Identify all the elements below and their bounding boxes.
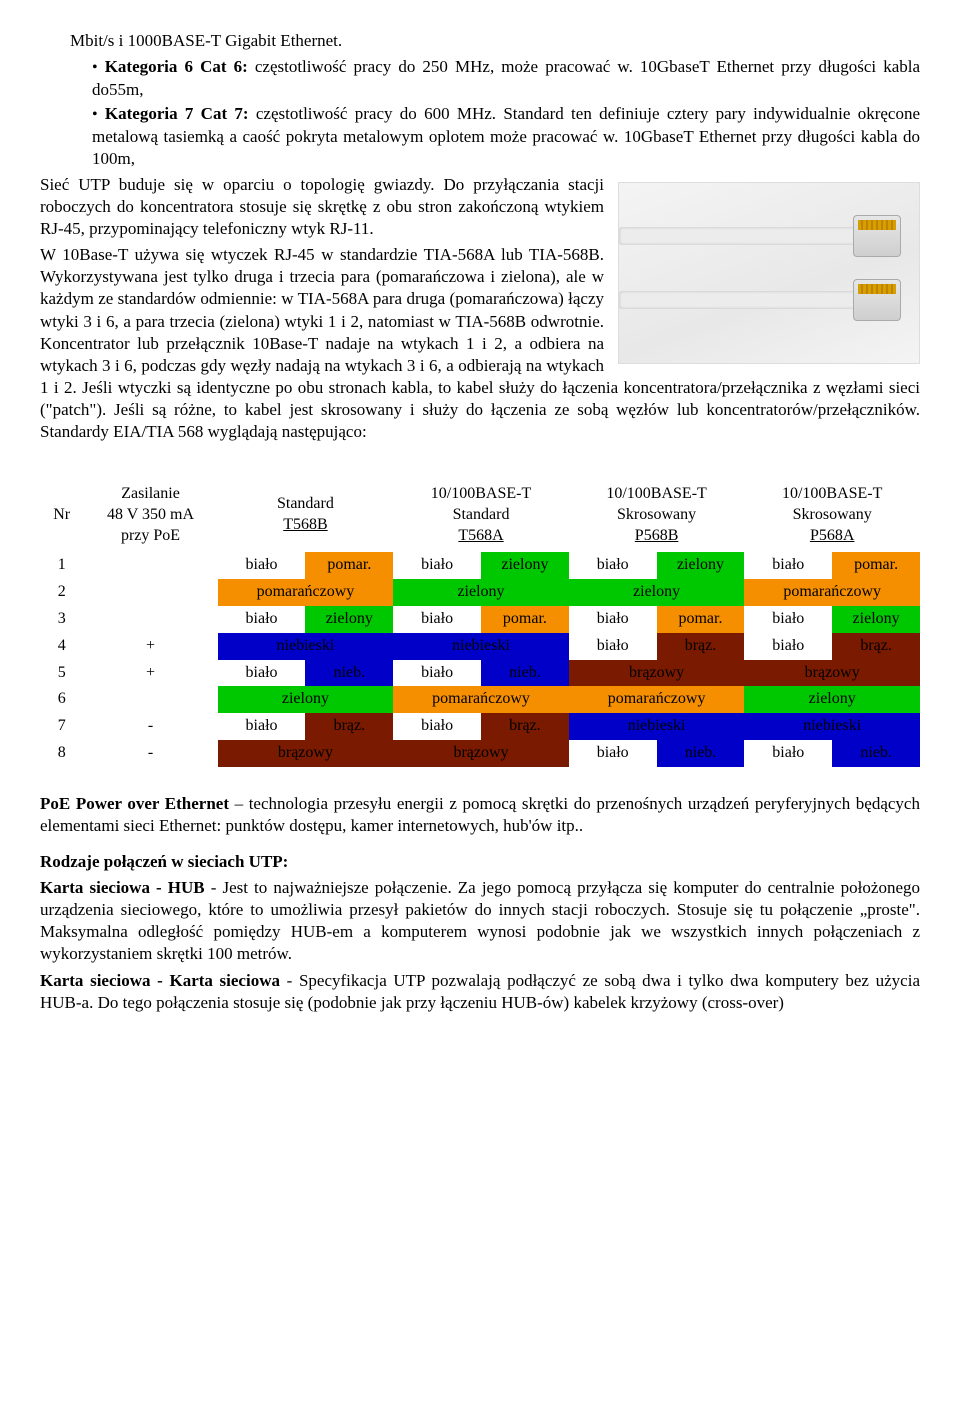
cell-color: pomarańczowy — [569, 686, 745, 713]
cell-color: białonieb. — [393, 660, 569, 687]
th-p568b-l2: Skrosowany — [617, 506, 696, 523]
connections-title-text: Rodzaje połączeń w sieciach UTP: — [40, 852, 288, 871]
cat7-label: Kategoria 7 Cat 7: — [105, 104, 249, 123]
th-t568a-l2: Standard — [453, 506, 510, 523]
th-p568b: 10/100BASE-T Skrosowany P568B — [569, 481, 745, 552]
cell-nr: 5 — [40, 660, 83, 687]
cell-color: niebieski — [569, 713, 745, 740]
cell-poe — [83, 552, 217, 579]
table-row: 4+niebieskiniebieskibiałobrąz.białobrąz. — [40, 633, 920, 660]
cell-color: białozielony — [393, 552, 569, 579]
th-p568b-l1: 10/100BASE-T — [606, 485, 706, 502]
poe-paragraph: PoE Power over Ethernet – technologia pr… — [40, 793, 920, 837]
poe-bold: PoE Power over Ethernet — [40, 794, 229, 813]
table-header-row: Nr Zasilanie 48 V 350 mA przy PoE Standa… — [40, 481, 920, 552]
th-poe: Zasilanie 48 V 350 mA przy PoE — [83, 481, 217, 552]
th-poe-l1: Zasilanie — [121, 485, 180, 502]
cell-color: pomarańczowy — [218, 579, 394, 606]
cell-color: białopomar. — [218, 552, 394, 579]
cell-nr: 2 — [40, 579, 83, 606]
cell-color: niebieski — [393, 633, 569, 660]
cell-nr: 6 — [40, 686, 83, 713]
cell-poe: + — [83, 660, 217, 687]
intro-line0: Mbit/s i 1000BASE-T Gigabit Ethernet. — [40, 30, 920, 52]
wiring-table: Nr Zasilanie 48 V 350 mA przy PoE Standa… — [40, 481, 920, 767]
cell-color: zielony — [744, 686, 920, 713]
th-t568b-l2: T568B — [283, 516, 327, 533]
cell-poe — [83, 579, 217, 606]
table-row: 6zielonypomarańczowypomarańczowyzielony — [40, 686, 920, 713]
cell-color: białozielony — [569, 552, 745, 579]
cell-nr: 1 — [40, 552, 83, 579]
cell-color: zielony — [569, 579, 745, 606]
cell-color: białobrąz. — [218, 713, 394, 740]
cell-nr: 4 — [40, 633, 83, 660]
table-row: 2pomarańczowyzielonyzielonypomarańczowy — [40, 579, 920, 606]
cell-color: niebieski — [218, 633, 394, 660]
th-p568a: 10/100BASE-T Skrosowany P568A — [744, 481, 920, 552]
cell-poe: + — [83, 633, 217, 660]
cat6-label: Kategoria 6 Cat 6: — [105, 57, 248, 76]
cell-color: białopomar. — [569, 606, 745, 633]
cat7-item: Kategoria 7 Cat 7: częstotliwość pracy d… — [40, 103, 920, 170]
cell-color: białonieb. — [218, 660, 394, 687]
cell-color: białopomar. — [744, 552, 920, 579]
th-t568a-l1: 10/100BASE-T — [431, 485, 531, 502]
cell-nr: 8 — [40, 740, 83, 767]
cell-color: zielony — [218, 686, 394, 713]
cell-color: pomarańczowy — [393, 686, 569, 713]
para1-text: Sieć UTP buduje się w oparciu o topologi… — [40, 175, 604, 238]
cell-color: białopomar. — [393, 606, 569, 633]
rj45-image — [618, 182, 920, 364]
th-t568b-l1: Standard — [277, 495, 334, 512]
th-p568a-l3: P568A — [810, 527, 854, 544]
cell-color: brązowy — [744, 660, 920, 687]
th-t568a: 10/100BASE-T Standard T568A — [393, 481, 569, 552]
table-row: 1białopomar.białozielonybiałozielonybiał… — [40, 552, 920, 579]
th-p568a-l1: 10/100BASE-T — [782, 485, 882, 502]
th-t568b: Standard T568B — [218, 481, 394, 552]
cell-color: białozielony — [744, 606, 920, 633]
cell-poe: - — [83, 713, 217, 740]
nic-bold: Karta sieciowa - Karta sieciowa — [40, 971, 280, 990]
th-t568a-l3: T568A — [458, 527, 503, 544]
cell-color: zielony — [393, 579, 569, 606]
cell-color: białobrąz. — [569, 633, 745, 660]
category-list: Kategoria 6 Cat 6: częstotliwość pracy d… — [40, 56, 920, 170]
th-poe-l3: przy PoE — [121, 527, 180, 544]
cell-color: białozielony — [218, 606, 394, 633]
cell-color: brązowy — [569, 660, 745, 687]
th-nr: Nr — [40, 481, 83, 552]
table-row: 7-białobrąz.białobrąz.niebieskiniebieski — [40, 713, 920, 740]
cell-color: pomarańczowy — [744, 579, 920, 606]
table-row: 8-brązowybrązowybiałonieb.białonieb. — [40, 740, 920, 767]
cell-nr: 7 — [40, 713, 83, 740]
cell-color: białonieb. — [744, 740, 920, 767]
th-p568b-l3: P568B — [635, 527, 679, 544]
hub-bold: Karta sieciowa - HUB — [40, 878, 205, 897]
cell-poe: - — [83, 740, 217, 767]
cell-color: białobrąz. — [393, 713, 569, 740]
table-row: 5+białonieb.białonieb.brązowybrązowy — [40, 660, 920, 687]
hub-paragraph: Karta sieciowa - HUB - Jest to najważnie… — [40, 877, 920, 965]
connections-title: Rodzaje połączeń w sieciach UTP: — [40, 851, 920, 873]
table-row: 3białozielonybiałopomar.białopomar.biało… — [40, 606, 920, 633]
th-poe-l2: 48 V 350 mA — [107, 506, 194, 523]
cell-poe — [83, 686, 217, 713]
cell-color: brązowy — [393, 740, 569, 767]
cell-color: brązowy — [218, 740, 394, 767]
cat6-item: Kategoria 6 Cat 6: częstotliwość pracy d… — [40, 56, 920, 101]
nic-paragraph: Karta sieciowa - Karta sieciowa - Specyf… — [40, 970, 920, 1014]
cell-color: białonieb. — [569, 740, 745, 767]
cell-poe — [83, 606, 217, 633]
th-p568a-l2: Skrosowany — [793, 506, 872, 523]
cell-nr: 3 — [40, 606, 83, 633]
cell-color: białobrąz. — [744, 633, 920, 660]
cell-color: niebieski — [744, 713, 920, 740]
